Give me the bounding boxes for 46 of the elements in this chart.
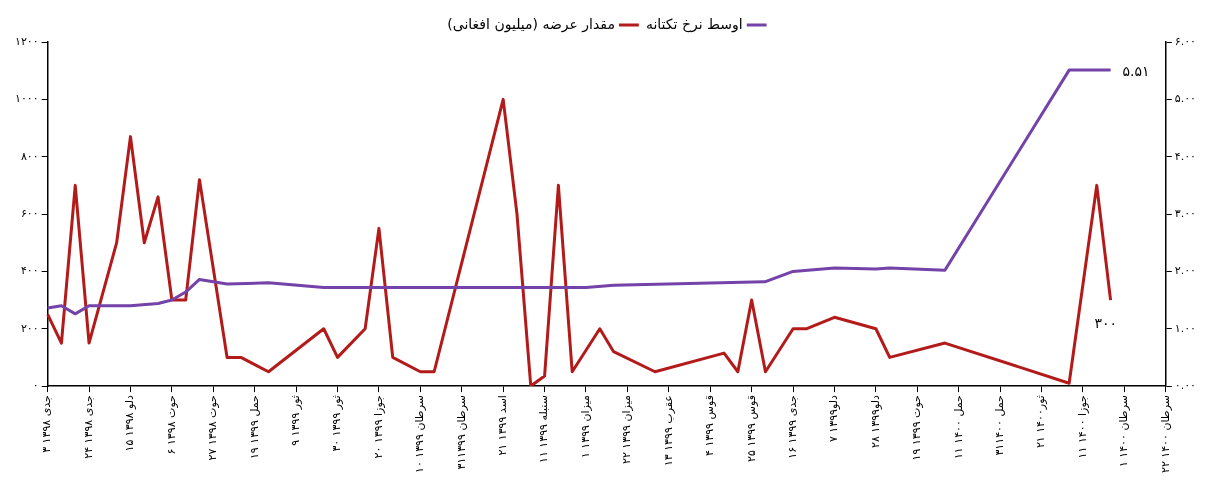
y2-tick-label: ۶.۰۰: [1174, 34, 1197, 48]
x-tick-label: ۱۱ سنبله ۱۳۹۹: [537, 395, 551, 463]
x-tick-label: ۲۴ جدی ۱۳۹۸: [81, 395, 95, 459]
x-tick-label: ۱۵ دلو ۱۳۹۸: [123, 394, 137, 452]
y-tick-label: ۴۰۰: [20, 264, 39, 278]
y2-tick-label: ۲.۰۰: [1174, 264, 1197, 278]
x-tick-label: ۱۹ حمل ۱۳۹۹: [247, 395, 261, 460]
x-tick-label: ۳۱سرطان ۱۳۹۹: [454, 395, 468, 470]
x-tick-label: ۲۲ سرطان ۱۴۰۰: [1158, 395, 1172, 474]
x-tick-label: ۲۸ دلو۱۳۹۹: [868, 394, 882, 448]
legend-label: مقدار عرضه (میلیون افغانی): [447, 15, 615, 33]
x-tick-label: ۱۱ حمل ۱۴۰۰: [951, 395, 965, 460]
x-tick-label: ۱۹ حوت ۱۳۹۹: [910, 395, 924, 461]
y2-tick-label: ۴.۰۰: [1174, 149, 1197, 163]
y-tick-label: ۱۲۰۰: [14, 34, 39, 48]
x-tick-label: ۱۱ جوزا ۱۴۰۰: [1075, 395, 1089, 459]
y-tick-label: ۱۰۰۰: [14, 92, 39, 106]
x-tick-label: ۱ سرطان ۱۴۰۰: [1117, 395, 1131, 468]
x-tick-label: ۲۷ حوت ۱۳۹۸: [206, 395, 220, 461]
x-tick-label: ۴ قوس ۱۳۹۹: [703, 395, 717, 457]
y2-tick-label: ۵.۰۰: [1174, 92, 1197, 106]
x-tick-label: ۲۲ میزان ۱۳۹۹: [620, 394, 634, 464]
y-tick-label: ۰: [32, 378, 39, 392]
y2-tick-label: ۰.۰۰: [1174, 378, 1197, 392]
x-tick-label: ۶ حوت ۱۳۹۸: [164, 395, 178, 455]
x-tick-label: ۱۰ سرطان ۱۳۹۹: [413, 395, 427, 474]
x-tick-label: ۲۱ ثور۱۴۰۰: [1034, 395, 1048, 449]
x-tick-label: ۳۱حمل ۱۴۰۰: [992, 395, 1006, 456]
x-tick-label: ۹ ثور ۱۳۹۹: [288, 395, 302, 446]
x-tick-label: ۱۶ جدی ۱۳۹۹: [785, 395, 799, 459]
x-tick-label: ۱ میزان ۱۳۹۹: [578, 394, 592, 459]
x-tick-label: ۳۰ ثور ۱۳۹۹: [330, 395, 344, 452]
x-tick-label: ۳ جدی ۱۳۹۸: [40, 395, 54, 453]
x-tick-label: ۱۳ عقرب ۱۳۹۹: [661, 395, 675, 467]
legend-label: اوسط نرخ تکتانه: [645, 15, 743, 33]
y2-tick-label: ۳.۰۰: [1174, 206, 1197, 220]
y-tick-label: ۸۰۰: [20, 149, 39, 163]
y-tick-label: ۲۰۰: [20, 321, 39, 335]
x-tick-label: ۲۰ جوزا ۱۳۹۹: [371, 395, 385, 459]
x-tick-label: ۲۱ اسد ۱۳۹۹: [496, 395, 510, 456]
x-tick-label: ۷ دلو۱۳۹۹: [827, 394, 841, 443]
y2-tick-label: ۱.۰۰: [1174, 321, 1197, 335]
data-label: ۳۰۰: [1094, 314, 1118, 331]
y-tick-label: ۶۰۰: [20, 206, 39, 220]
data-label: ۵.۵۱: [1122, 62, 1150, 79]
x-tick-label: ۲۵ قوس ۱۳۹۹: [744, 395, 758, 462]
